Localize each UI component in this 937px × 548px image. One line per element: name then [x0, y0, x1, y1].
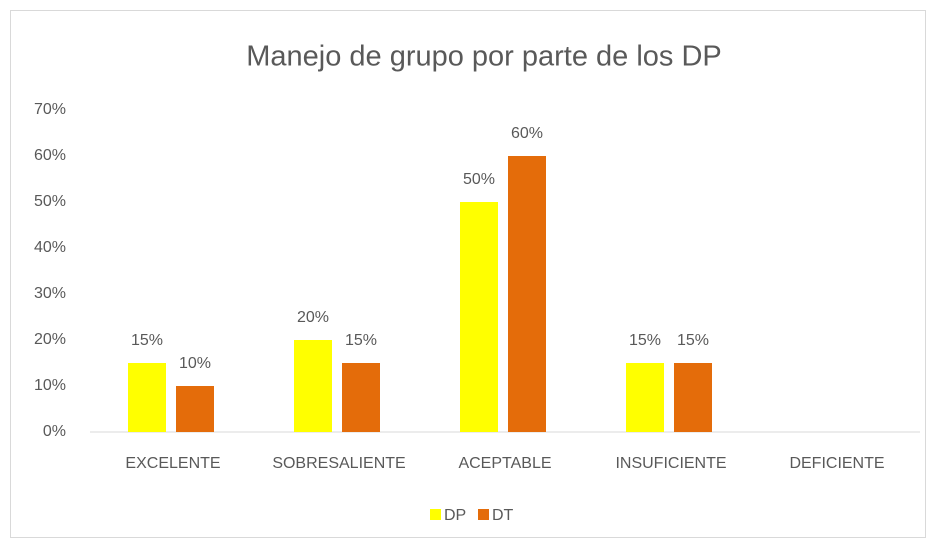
x-tick-label: SOBRESALIENTE — [272, 455, 405, 472]
bar — [674, 363, 712, 432]
data-label: 15% — [131, 332, 163, 349]
legend-swatch — [478, 509, 489, 520]
bar — [626, 363, 664, 432]
y-tick-label: 20% — [34, 331, 66, 348]
bar — [128, 363, 166, 432]
data-label: 20% — [297, 309, 329, 326]
data-label: 10% — [179, 355, 211, 372]
x-tick-label: DEFICIENTE — [789, 455, 884, 472]
y-tick-label: 40% — [34, 239, 66, 256]
data-label: 50% — [463, 171, 495, 188]
legend-swatch — [430, 509, 441, 520]
y-tick-label: 50% — [34, 193, 66, 210]
y-tick-label: 0% — [43, 423, 66, 440]
x-tick-label: EXCELENTE — [125, 455, 220, 472]
legend-label: DP — [444, 507, 466, 524]
y-tick-label: 10% — [34, 377, 66, 394]
legend-label: DT — [492, 507, 514, 524]
data-label: 15% — [629, 332, 661, 349]
chart-title: Manejo de grupo por parte de los DP — [246, 41, 722, 73]
bar — [460, 202, 498, 432]
data-label: 15% — [345, 332, 377, 349]
bar — [294, 340, 332, 432]
data-label: 15% — [677, 332, 709, 349]
y-tick-label: 30% — [34, 285, 66, 302]
x-tick-label: ACEPTABLE — [458, 455, 551, 472]
bar — [342, 363, 380, 432]
data-label: 60% — [511, 125, 543, 142]
y-tick-label: 70% — [34, 101, 66, 118]
bar — [176, 386, 214, 432]
bar — [508, 156, 546, 432]
x-tick-label: INSUFICIENTE — [615, 455, 726, 472]
y-tick-label: 60% — [34, 147, 66, 164]
